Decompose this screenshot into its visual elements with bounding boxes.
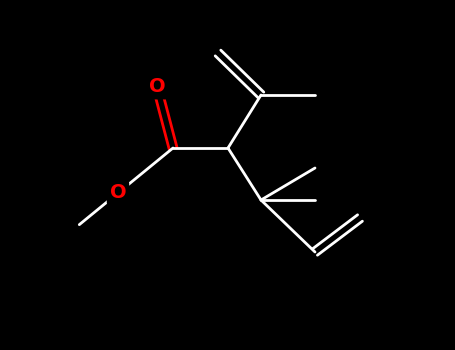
Text: O: O xyxy=(149,77,165,97)
Text: O: O xyxy=(110,183,126,203)
